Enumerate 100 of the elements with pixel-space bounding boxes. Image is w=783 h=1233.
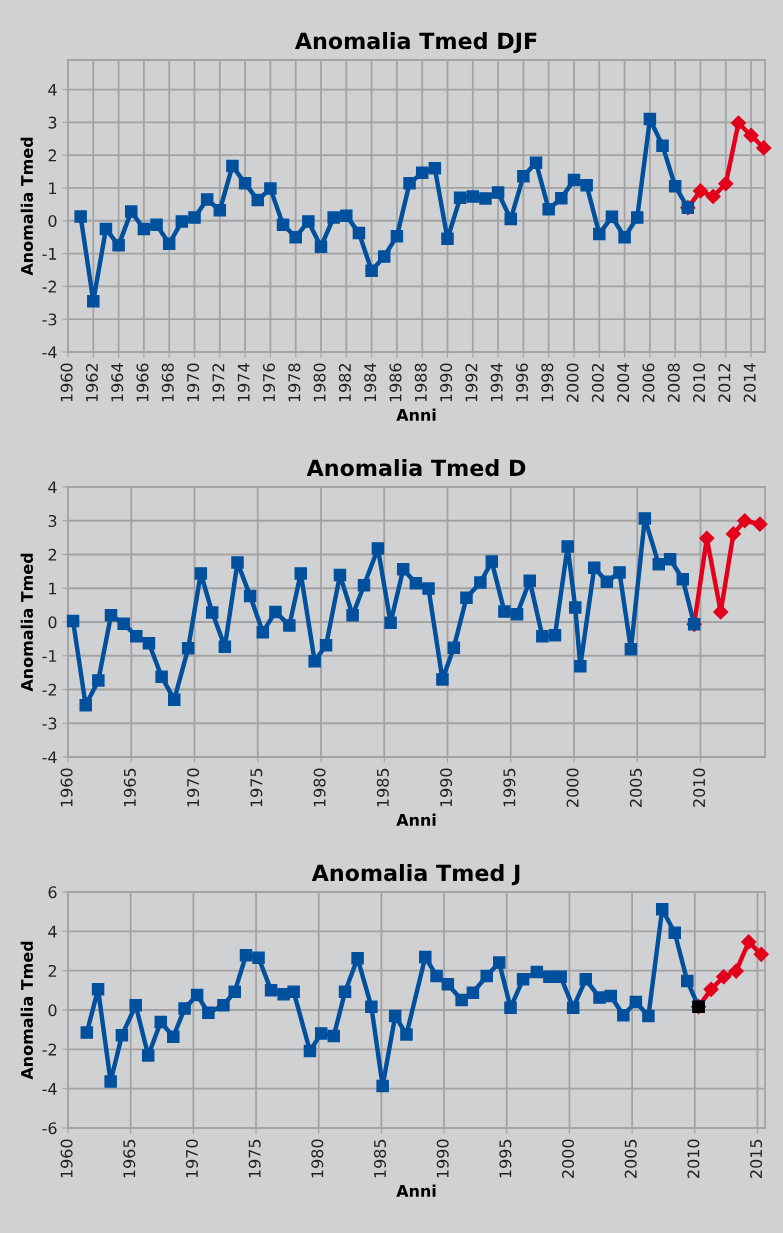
y-tick-label: 2 bbox=[48, 964, 56, 977]
point bbox=[365, 1000, 378, 1013]
x-tick-label: 2006 bbox=[642, 363, 655, 402]
point bbox=[485, 555, 499, 568]
point bbox=[555, 191, 568, 205]
point bbox=[574, 659, 587, 673]
x-tick-label: 2014 bbox=[743, 363, 756, 402]
point bbox=[388, 1009, 402, 1023]
y-tick-label: -4 bbox=[42, 346, 57, 359]
point bbox=[737, 513, 753, 529]
y-tick-label: -4 bbox=[42, 751, 57, 764]
point bbox=[466, 986, 480, 999]
point bbox=[604, 989, 618, 1003]
x-tick-label: 2010 bbox=[693, 363, 706, 402]
x-tick-label: 2012 bbox=[718, 364, 731, 402]
point bbox=[516, 973, 530, 986]
point bbox=[492, 956, 506, 969]
point bbox=[579, 973, 592, 986]
y-tick-label: -2 bbox=[42, 280, 56, 293]
point bbox=[580, 179, 593, 192]
x-tick-label: 1990 bbox=[436, 1139, 449, 1178]
point bbox=[340, 209, 353, 223]
point bbox=[150, 218, 163, 231]
point bbox=[504, 212, 517, 226]
point bbox=[668, 926, 681, 939]
x-tick-label: 1995 bbox=[499, 1139, 512, 1178]
point bbox=[365, 264, 378, 277]
point bbox=[716, 969, 732, 985]
point bbox=[703, 981, 719, 997]
point bbox=[351, 952, 364, 965]
x-tick-label: 1975 bbox=[250, 768, 263, 807]
y-axis-title: Anomalia Tmed bbox=[20, 941, 34, 1080]
x-tick-label: 1992 bbox=[465, 364, 478, 402]
point bbox=[681, 974, 694, 988]
point bbox=[730, 115, 747, 131]
y-axis-title: Anomalia Tmed bbox=[20, 553, 34, 692]
x-tick-label: 2010 bbox=[687, 1139, 700, 1178]
x-tick-label: 1972 bbox=[212, 364, 225, 402]
point bbox=[593, 227, 606, 241]
point bbox=[587, 561, 601, 574]
point bbox=[79, 699, 92, 712]
point bbox=[213, 204, 227, 217]
point bbox=[642, 1009, 655, 1023]
point bbox=[74, 210, 87, 223]
point bbox=[178, 1002, 191, 1015]
x-tick-label: 1998 bbox=[541, 363, 554, 402]
point bbox=[314, 1027, 328, 1040]
point bbox=[430, 969, 443, 983]
point bbox=[663, 552, 677, 566]
point bbox=[283, 619, 296, 632]
point bbox=[371, 542, 385, 555]
y-tick-label: 1 bbox=[49, 582, 57, 595]
x-tick-label: 1970 bbox=[187, 768, 200, 807]
point bbox=[403, 177, 416, 190]
y-axis-title: Anomalia Tmed bbox=[20, 137, 34, 276]
point bbox=[352, 226, 366, 240]
x-tick-label: 1960 bbox=[60, 1139, 73, 1178]
x-tick-label: 1978 bbox=[288, 363, 301, 402]
point bbox=[333, 568, 347, 582]
point bbox=[188, 211, 201, 224]
x-tick-label: 2005 bbox=[629, 768, 642, 807]
point bbox=[542, 203, 555, 216]
x-tick-label: 1988 bbox=[414, 363, 427, 402]
x-tick-label: 1990 bbox=[440, 363, 453, 402]
point bbox=[112, 239, 125, 252]
chart-title: Anomalia Tmed J bbox=[311, 864, 520, 886]
x-tick-label: 1994 bbox=[490, 363, 503, 402]
point bbox=[624, 643, 638, 656]
point bbox=[287, 985, 300, 998]
chart-title: Anomalia Tmed D bbox=[306, 459, 526, 477]
point bbox=[567, 173, 581, 187]
point bbox=[390, 229, 404, 243]
x-axis-title: Anni bbox=[396, 1184, 436, 1197]
y-tick-label: 4 bbox=[48, 925, 57, 938]
point bbox=[205, 606, 219, 619]
point bbox=[692, 183, 709, 199]
y-tick-label: 3 bbox=[48, 514, 57, 528]
y-tick-label: 1 bbox=[49, 182, 57, 195]
point bbox=[699, 530, 715, 546]
y-tick-label: -4 bbox=[42, 1083, 57, 1095]
chart-title: Anomalia Tmed DJF bbox=[294, 32, 537, 54]
point bbox=[117, 617, 130, 630]
x-tick-label: 1962 bbox=[85, 364, 98, 402]
point bbox=[652, 558, 665, 571]
point bbox=[384, 616, 397, 629]
point bbox=[523, 574, 536, 588]
point bbox=[238, 177, 252, 190]
x-tick-label: 2000 bbox=[566, 768, 579, 807]
point bbox=[638, 512, 652, 525]
y-tick-label: -3 bbox=[42, 313, 57, 326]
y-tick-label: -3 bbox=[42, 717, 57, 730]
x-tick-label: 2015 bbox=[750, 1139, 763, 1178]
point bbox=[91, 983, 105, 996]
point bbox=[441, 232, 454, 246]
point bbox=[226, 159, 239, 173]
point bbox=[130, 629, 143, 643]
point bbox=[725, 526, 741, 542]
point bbox=[239, 949, 253, 962]
point bbox=[162, 237, 176, 250]
point bbox=[629, 995, 643, 1009]
